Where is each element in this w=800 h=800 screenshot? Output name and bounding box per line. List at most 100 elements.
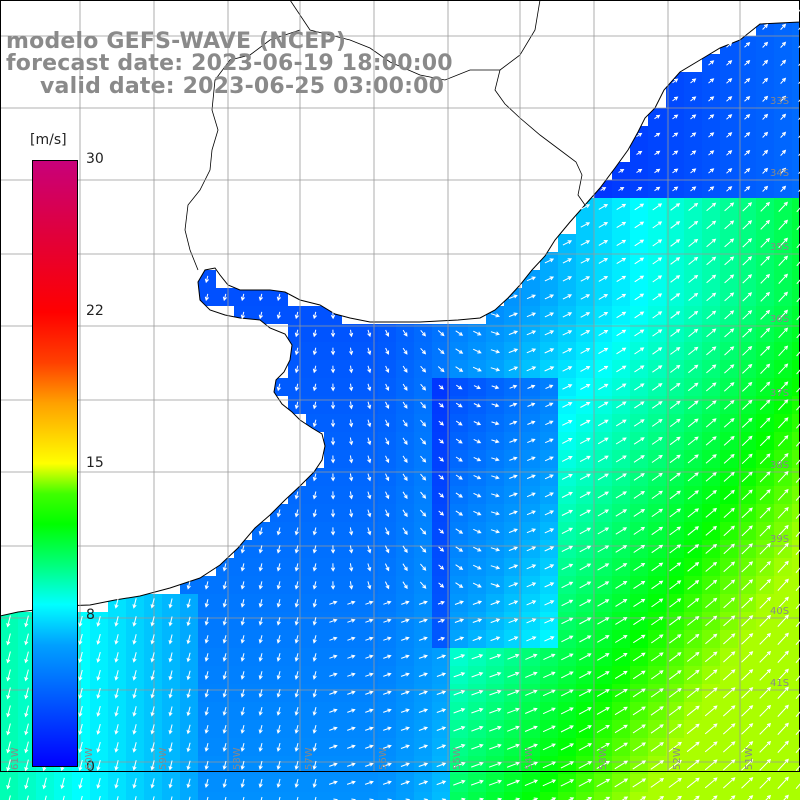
wind-arrow — [258, 293, 263, 302]
wind-cell — [540, 792, 558, 800]
wind-arrow — [168, 778, 173, 789]
wind-arrow — [258, 689, 263, 698]
wind-arrow — [742, 310, 753, 320]
wind-arrow — [365, 690, 374, 695]
wind-arrow — [741, 507, 753, 519]
lon-label: 53W — [598, 747, 609, 770]
wind-arrow — [670, 257, 681, 265]
wind-arrow — [168, 742, 173, 753]
wind-arrow — [688, 364, 699, 374]
wind-cell — [792, 594, 800, 612]
wind-arrow — [508, 564, 519, 570]
wind-arrow — [455, 366, 464, 372]
wind-arrow — [222, 617, 227, 626]
wind-arrow — [312, 347, 317, 356]
wind-arrow — [704, 759, 718, 771]
wind-arrow — [615, 545, 628, 553]
wind-arrow — [472, 636, 483, 642]
wind-arrow — [204, 706, 209, 716]
wind-arrow — [453, 743, 466, 750]
wind-arrow — [418, 618, 428, 623]
wind-arrow — [632, 778, 647, 788]
wind-arrow — [777, 560, 789, 573]
wind-arrow — [634, 293, 645, 301]
wind-arrow — [420, 365, 427, 373]
wind-arrow — [346, 780, 356, 785]
wind-arrow — [798, 61, 800, 67]
wind-cell — [18, 792, 36, 800]
wind-arrow — [78, 615, 83, 627]
wind-arrow — [778, 291, 789, 302]
wind-arrow — [616, 293, 627, 301]
wind-arrow — [329, 726, 338, 731]
wind-arrow — [294, 347, 299, 356]
wind-arrow — [330, 401, 336, 410]
wind-arrow — [116, 796, 119, 800]
wind-cell — [144, 792, 162, 800]
wind-arrow — [330, 581, 336, 590]
wind-arrow — [349, 491, 354, 500]
wind-arrow — [687, 454, 699, 464]
wind-arrow — [312, 401, 317, 410]
wind-arrow — [636, 150, 643, 156]
wind-arrow — [385, 383, 390, 392]
wind-arrow — [385, 509, 390, 518]
wind-arrow — [436, 762, 447, 768]
wind-arrow — [615, 634, 628, 643]
wind-arrow — [798, 97, 800, 103]
wind-arrow — [258, 545, 263, 554]
wind-arrow — [509, 456, 518, 461]
lon-label: 56W — [378, 747, 389, 770]
wind-arrow — [420, 491, 427, 499]
wind-arrow — [780, 185, 787, 192]
wind-arrow — [796, 405, 800, 411]
wind-arrow — [578, 725, 592, 733]
wind-arrow — [795, 639, 800, 646]
wind-arrow — [365, 618, 374, 623]
wind-arrow — [562, 438, 573, 444]
wind-arrow — [436, 744, 447, 750]
wind-arrow — [741, 633, 754, 645]
wind-arrow — [260, 796, 263, 800]
wind-arrow — [186, 742, 191, 753]
wind-arrow — [329, 636, 338, 641]
wind-arrow — [744, 131, 751, 138]
wind-cell — [792, 774, 800, 792]
wind-arrow — [455, 474, 463, 480]
wind-arrow — [580, 384, 591, 390]
wind-cell — [738, 792, 756, 800]
wind-arrow — [744, 113, 751, 120]
wind-arrow — [365, 726, 374, 731]
wind-arrow — [669, 472, 681, 482]
wind-arrow — [438, 402, 444, 408]
wind-cell — [792, 36, 800, 54]
wind-arrow — [132, 706, 137, 717]
wind-arrow — [705, 579, 718, 590]
wind-arrow — [706, 310, 717, 320]
wind-arrow — [706, 292, 717, 302]
wind-arrow — [618, 168, 625, 173]
wind-arrow — [654, 168, 661, 174]
wind-arrow — [328, 780, 338, 785]
wind-arrow — [632, 688, 646, 698]
wind-arrow — [132, 670, 137, 681]
wind-arrow — [654, 114, 661, 120]
wind-arrow — [437, 600, 445, 605]
wind-arrow — [186, 598, 191, 609]
wind-arrow — [454, 600, 464, 605]
wind-arrow — [400, 762, 410, 767]
wind-arrow — [726, 132, 733, 138]
wind-arrow — [204, 617, 209, 626]
wind-arrow — [276, 617, 281, 626]
wind-arrow — [795, 783, 800, 790]
wind-arrow — [561, 456, 573, 462]
wind-arrow — [488, 779, 502, 786]
wind-arrow — [687, 400, 699, 410]
wind-arrow — [473, 546, 482, 552]
wind-arrow — [490, 565, 501, 570]
wind-arrow — [634, 257, 645, 265]
wind-arrow — [759, 704, 772, 717]
wind-arrow — [636, 132, 643, 138]
wind-arrow — [723, 543, 735, 555]
wind-arrow — [490, 583, 501, 588]
